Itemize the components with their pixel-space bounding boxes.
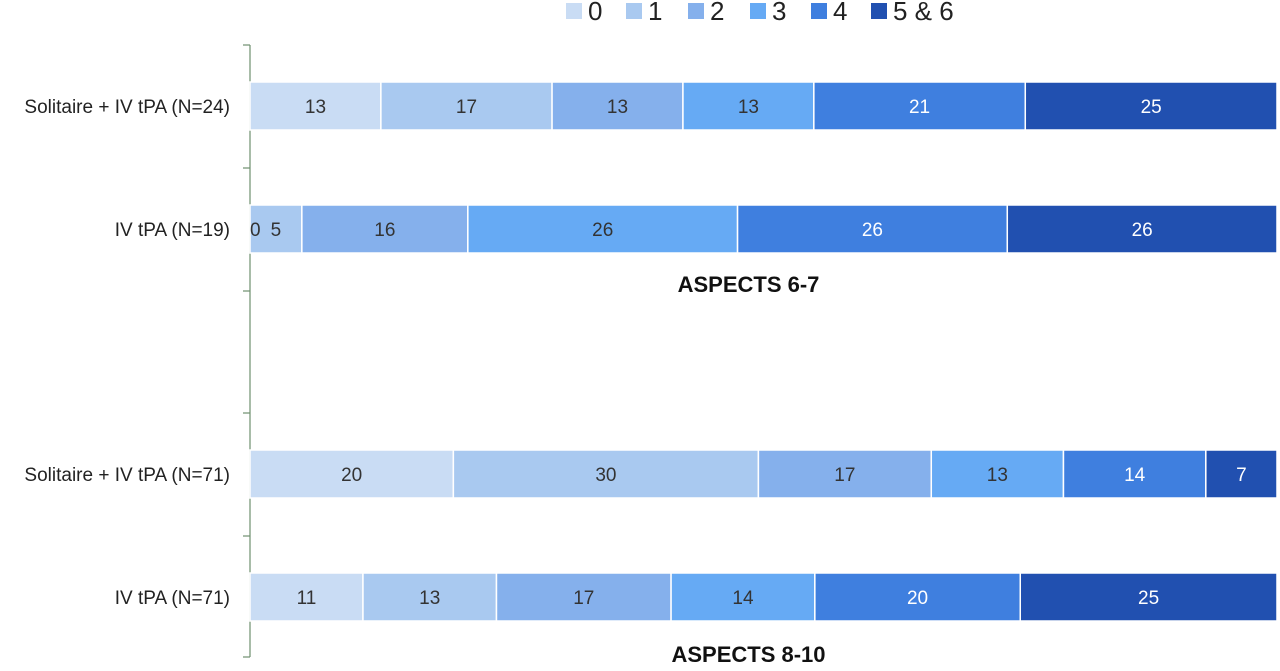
bars-layer bbox=[249, 81, 1278, 622]
legend-swatch-5 bbox=[871, 3, 887, 19]
bar-segment bbox=[813, 81, 1027, 131]
bar-segment bbox=[670, 572, 816, 622]
data-label: 25 bbox=[1138, 588, 1159, 609]
legend-swatch-4 bbox=[811, 3, 827, 19]
bar-segment bbox=[1024, 81, 1278, 131]
legend-label-0: 0 bbox=[588, 0, 602, 26]
bar-segment bbox=[1205, 449, 1278, 499]
bar-segment bbox=[249, 81, 382, 131]
legend-swatch-0 bbox=[566, 3, 582, 19]
legend-label-1: 1 bbox=[648, 0, 662, 26]
data-label: 13 bbox=[607, 97, 628, 118]
data-label: 14 bbox=[1124, 465, 1146, 486]
data-label: 26 bbox=[862, 220, 883, 241]
panel-title: ASPECTS 8-10 bbox=[671, 642, 825, 667]
legend-label-4: 4 bbox=[833, 0, 847, 26]
bar-segment bbox=[467, 204, 739, 254]
data-label: 14 bbox=[732, 588, 754, 609]
data-label: 17 bbox=[573, 588, 594, 609]
data-label: 17 bbox=[456, 97, 477, 118]
legend-swatch-3 bbox=[750, 3, 766, 19]
bar-segment bbox=[362, 572, 498, 622]
data-label: 21 bbox=[909, 97, 930, 118]
data-label: 11 bbox=[297, 588, 317, 609]
data-label: 13 bbox=[987, 465, 1008, 486]
bar-segment bbox=[551, 81, 684, 131]
category-label: IV tPA (N=19) bbox=[115, 220, 230, 241]
bar-segment bbox=[1006, 204, 1278, 254]
bar-segment bbox=[380, 81, 553, 131]
bar-segment bbox=[682, 81, 815, 131]
data-label: 13 bbox=[738, 97, 759, 118]
data-label: 20 bbox=[341, 465, 362, 486]
legend-swatch-1 bbox=[626, 3, 642, 19]
bar-segment bbox=[495, 572, 672, 622]
bar-segment bbox=[930, 449, 1065, 499]
data-label: 13 bbox=[305, 97, 326, 118]
data-label: 13 bbox=[419, 588, 440, 609]
category-label: Solitaire + IV tPA (N=71) bbox=[24, 465, 230, 486]
legend-swatch-2 bbox=[688, 3, 704, 19]
category-axis bbox=[243, 44, 251, 658]
bar-segment bbox=[757, 449, 933, 499]
data-label: 5 bbox=[271, 220, 282, 241]
data-label: 26 bbox=[592, 220, 613, 241]
labels-layer: Solitaire + IV tPA (N=24) 13 17 13 13 21 25 IV … bbox=[24, 97, 1246, 667]
bar-segment bbox=[814, 572, 1021, 622]
data-label: 0 bbox=[250, 220, 261, 241]
legend-label-5: 5 & 6 bbox=[893, 0, 954, 26]
data-label: 7 bbox=[1236, 465, 1247, 486]
legend: 0 1 2 3 4 5 & 6 bbox=[566, 0, 954, 26]
bar-segment bbox=[1062, 449, 1207, 499]
data-label: 30 bbox=[595, 465, 616, 486]
bar-segment bbox=[249, 449, 455, 499]
bar-segment bbox=[1019, 572, 1278, 622]
category-label: Solitaire + IV tPA (N=24) bbox=[24, 97, 230, 118]
data-label: 17 bbox=[834, 465, 855, 486]
panel-title: ASPECTS 6-7 bbox=[678, 272, 820, 297]
data-label: 20 bbox=[907, 588, 928, 609]
legend-label-2: 2 bbox=[710, 0, 724, 26]
bar-segment bbox=[452, 449, 760, 499]
data-label: 25 bbox=[1141, 97, 1162, 118]
category-label: IV tPA (N=71) bbox=[115, 588, 230, 609]
data-label: 26 bbox=[1132, 220, 1153, 241]
legend-label-3: 3 bbox=[772, 0, 786, 26]
data-label: 16 bbox=[374, 220, 395, 241]
